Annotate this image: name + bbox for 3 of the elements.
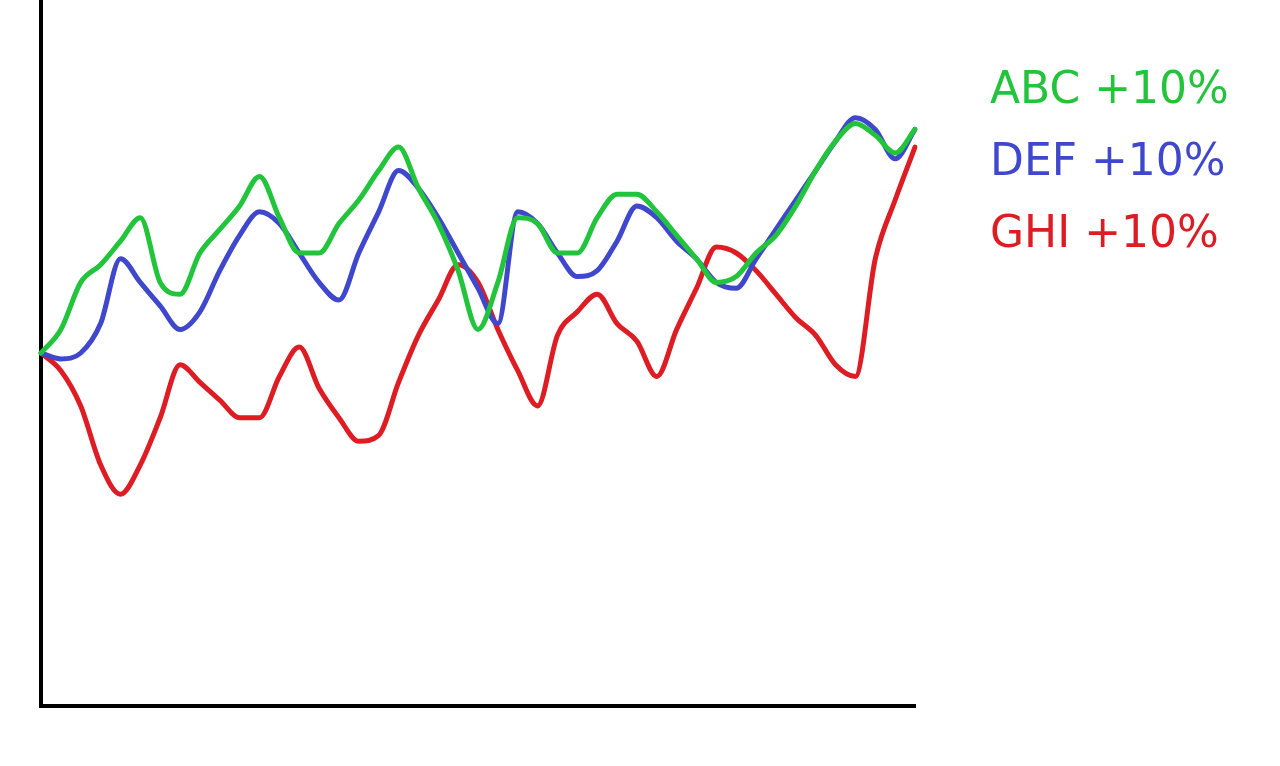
series-label: ABC +10% bbox=[990, 61, 1229, 115]
series-label: DEF +10% bbox=[990, 133, 1227, 187]
text: GHI +10% bbox=[990, 205, 1220, 259]
